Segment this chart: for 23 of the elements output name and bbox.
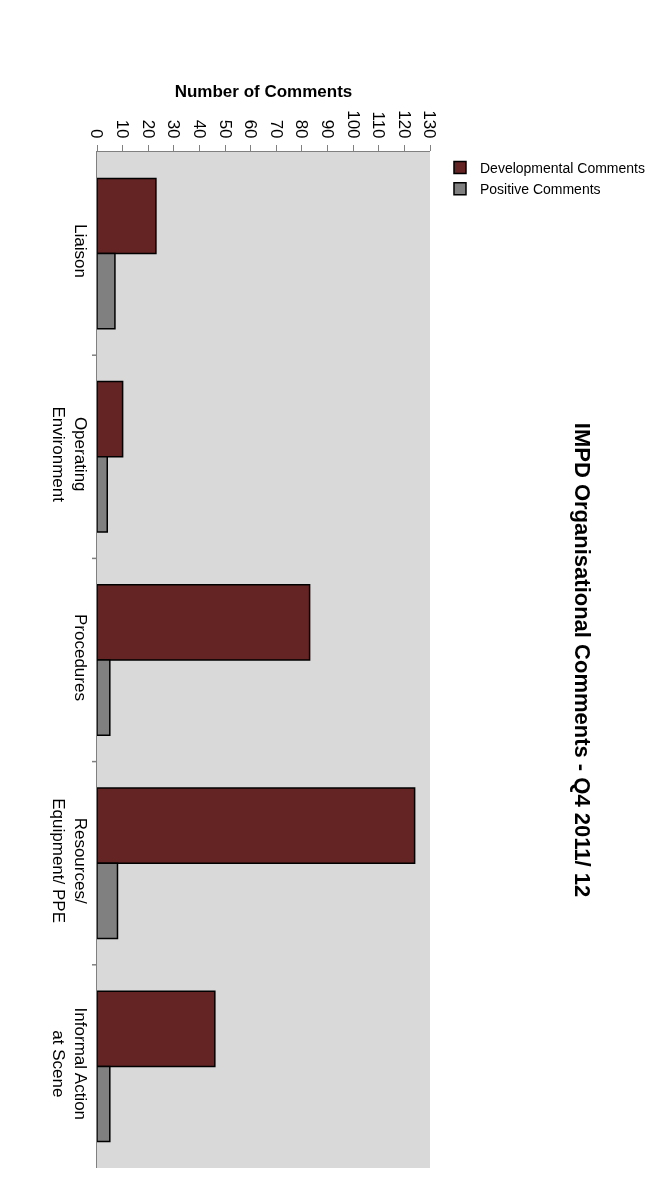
x-tick-label: 110	[369, 111, 389, 139]
x-tick-label: 30	[164, 119, 184, 139]
x-tick-label: 20	[138, 119, 158, 139]
x-tick-label: 10	[113, 119, 133, 139]
legend-label: Positive Comments	[479, 181, 601, 198]
y-tick-label: Resources/ Equipment/ PPE	[49, 798, 91, 924]
x-tick-label: 40	[189, 119, 209, 139]
legend-label: Developmental Comments	[479, 160, 645, 177]
x-tick-label: 90	[318, 119, 338, 139]
x-tick-label: 80	[292, 119, 312, 139]
y-tick-label: Procedures	[71, 613, 91, 701]
x-tick-label: 130	[420, 110, 440, 139]
y-tick-label: Operating Environment	[49, 406, 91, 503]
text: IMPD Organisational Comments - Q4 2011/ 12	[570, 422, 596, 898]
x-tick-label: 0	[87, 129, 107, 139]
x-axis-title: Number of Comments	[174, 81, 353, 101]
y-tick-label: Liaison	[71, 224, 91, 278]
y-tick-label: Informal Action at Scene	[49, 1007, 91, 1121]
x-tick-label: 50	[215, 119, 235, 139]
x-tick-label: 100	[343, 110, 363, 139]
x-tick-label: 120	[394, 110, 414, 139]
x-tick-label: 60	[241, 119, 261, 139]
x-tick-label: 70	[266, 119, 286, 139]
